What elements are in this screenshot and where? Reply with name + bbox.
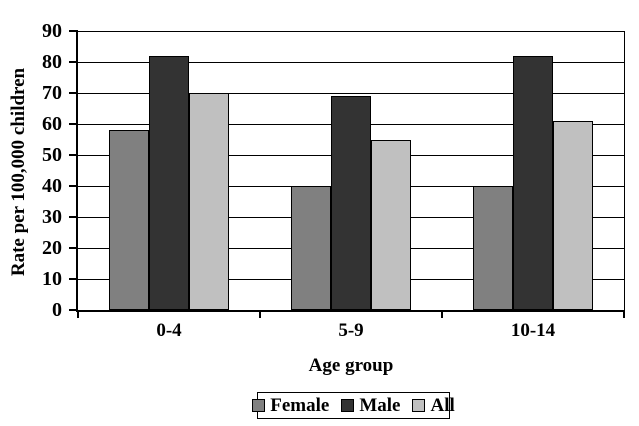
- y-tick-label-30: 30: [42, 206, 62, 228]
- legend-label-all: All: [430, 395, 455, 416]
- y-tick-label-0: 0: [52, 299, 62, 321]
- x-tick-mark-3: [623, 310, 625, 318]
- category-label-5-9: 5-9: [338, 320, 364, 341]
- y-tick-label-90: 90: [42, 20, 62, 42]
- plot-area: [76, 31, 625, 312]
- legend-swatch-female: [252, 399, 266, 412]
- category-label-10-14: 10-14: [510, 320, 556, 341]
- legend-label-female: Female: [270, 395, 330, 416]
- legend-item-male: Male: [341, 396, 400, 415]
- x-tick-mark-2: [441, 310, 443, 318]
- x-tick-mark-1: [259, 310, 261, 318]
- y-tick-label-70: 70: [42, 82, 62, 104]
- y-tick-label-40: 40: [42, 175, 62, 197]
- legend-item-all: All: [412, 395, 455, 416]
- y-tick-label-80: 80: [42, 51, 62, 73]
- y-tick-mark-50: [69, 154, 78, 156]
- y-tick-mark-0: [69, 309, 78, 311]
- y-tick-label-20: 20: [42, 237, 62, 259]
- y-tick-mark-10: [69, 278, 78, 280]
- legend-swatch-all: [412, 399, 426, 412]
- y-tick-mark-70: [69, 92, 78, 94]
- legend-label-male: Male: [359, 395, 401, 416]
- gridline-90: [78, 31, 624, 32]
- gridline-70: [78, 93, 624, 94]
- x-axis-title: Age group: [308, 355, 394, 376]
- category-label-0-4: 0-4: [156, 320, 182, 341]
- bar-female-10-14: [473, 186, 513, 310]
- bar-female-0-4: [109, 130, 149, 310]
- legend: Female Male All: [252, 392, 455, 419]
- bar-male-0-4: [149, 55, 189, 310]
- y-tick-mark-80: [69, 61, 78, 63]
- gridline-80: [78, 62, 624, 63]
- bar-all-5-9: [371, 139, 411, 310]
- x-tick-mark-0: [77, 310, 79, 318]
- y-tick-mark-90: [69, 30, 78, 32]
- bar-male-10-14: [513, 55, 553, 310]
- y-tick-label-60: 60: [42, 113, 62, 135]
- bar-all-10-14: [553, 120, 593, 310]
- y-tick-mark-60: [69, 123, 78, 125]
- legend-item-female: Female: [252, 396, 329, 415]
- bar-male-5-9: [331, 96, 371, 310]
- bar-all-0-4: [189, 93, 229, 310]
- legend-swatch-male: [341, 399, 355, 412]
- y-tick-mark-30: [69, 216, 78, 218]
- y-tick-mark-40: [69, 185, 78, 187]
- bar-female-5-9: [291, 186, 331, 310]
- y-tick-label-50: 50: [42, 144, 62, 166]
- y-tick-mark-20: [69, 247, 78, 249]
- y-tick-label-10: 10: [42, 268, 62, 290]
